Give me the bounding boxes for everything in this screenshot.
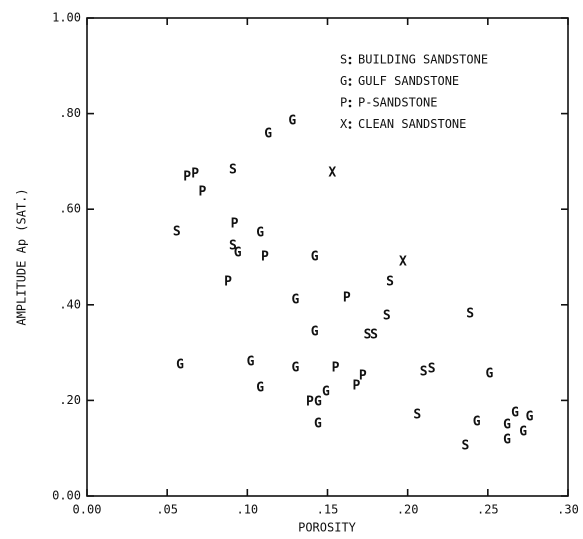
point: P [359,369,367,384]
legend-label: BUILDING SANDSTONE [358,53,488,67]
point: S [461,438,469,453]
y-tick-label: 1.00 [52,11,81,25]
point: P [343,291,351,306]
point: G [256,226,264,241]
legend-separator [348,56,352,60]
point: S [364,327,372,342]
point: G [311,250,319,265]
point: P [332,360,340,375]
legend-separator [348,104,352,108]
point: S [173,225,181,240]
point: S [229,239,237,254]
legend-label: P-SANDSTONE [358,96,437,110]
point: P [183,170,191,185]
point: X [328,165,336,180]
point: G [247,355,255,370]
x-tick-label: .25 [477,503,499,517]
point: G [314,394,322,409]
legend-separator [348,99,352,103]
point: P [231,217,239,232]
legend-label: CLEAN SANDSTONE [358,117,466,131]
point: S [229,163,237,178]
point: G [314,416,322,431]
x-tick-label: .20 [397,503,419,517]
point: G [519,424,527,439]
x-tick-label: .10 [236,503,258,517]
legend-separator [348,61,352,65]
point: G [234,246,242,261]
point: P [261,250,269,265]
point: G [503,433,511,448]
y-tick-label: .80 [59,106,81,120]
legend-marker: S [340,53,347,67]
point: G [292,360,300,375]
point: G [486,367,494,382]
point: S [420,365,428,380]
point: G [288,113,296,128]
point: P [199,184,207,199]
point: G [311,325,319,340]
y-tick-label: .60 [59,202,81,216]
x-tick-label: .15 [317,503,339,517]
legend-label: GULF SANDSTONE [358,74,459,88]
point: G [292,293,300,308]
legend-marker: P [340,96,347,110]
legend-separator [348,78,352,81]
point: S [428,361,436,376]
x-tick-label: .30 [557,503,579,517]
point: S [383,308,391,323]
y-axis-label: AMPLITUDE Ap (SAT.) [15,188,29,325]
point: G [526,410,534,425]
y-tick-label: 0.00 [52,489,81,503]
point: X [399,254,407,269]
legend-separator [348,126,352,129]
point: P [224,274,232,289]
x-axis-label: POROSITY [298,521,357,535]
point: G [473,414,481,429]
point: G [256,380,264,395]
point: G [511,405,519,420]
x-tick-label: .05 [156,503,178,517]
y-tick-label: .40 [59,297,81,311]
point: S [466,306,474,321]
point: P [352,379,360,394]
x-tick-label: 0.00 [73,503,102,517]
legend-separator [348,121,352,124]
legend-marker: G [340,74,347,88]
point: G [322,384,330,399]
y-tick-label: .20 [59,393,81,407]
plot-frame [86,17,569,497]
point: S [386,274,394,289]
point: P [306,394,314,409]
point: P [191,166,199,181]
point: S [370,327,378,342]
point: S [413,408,421,423]
point: G [264,127,272,142]
legend-marker: X [340,117,348,131]
legend-separator [348,83,352,86]
point: G [503,417,511,432]
point: G [176,358,184,373]
